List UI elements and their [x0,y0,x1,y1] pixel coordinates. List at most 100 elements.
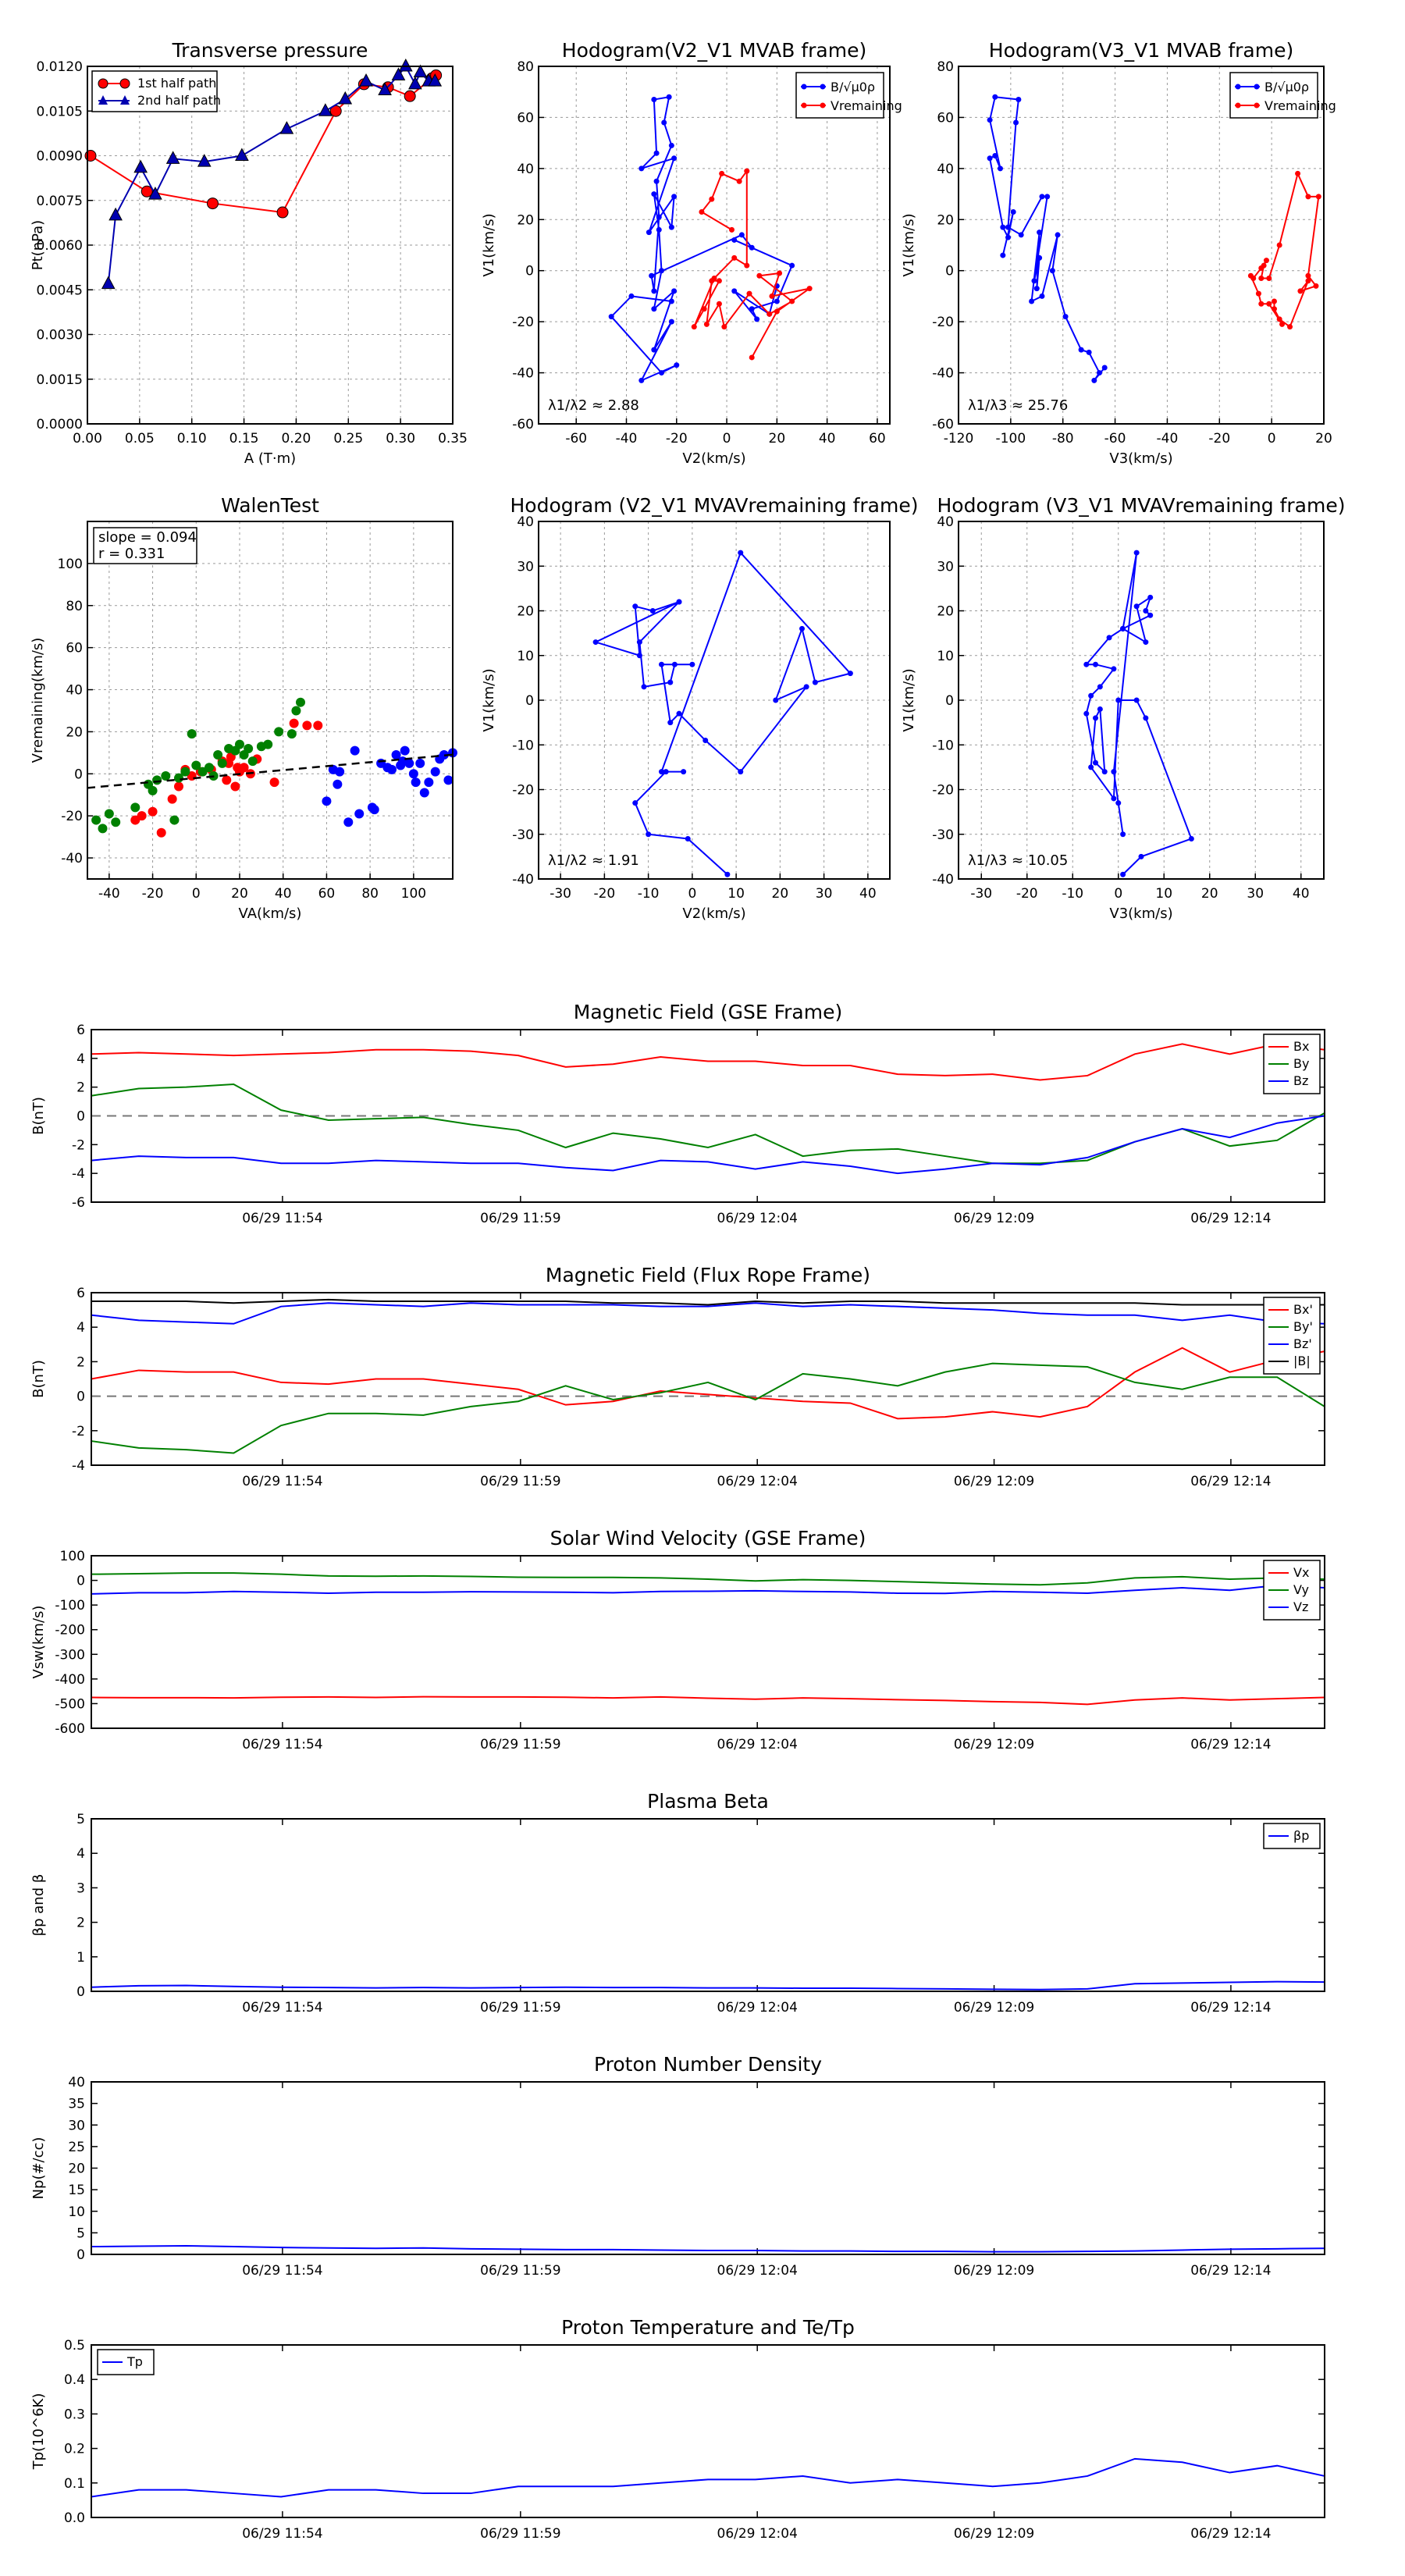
data-point [789,262,795,269]
series [608,94,795,383]
x-tick-label: 06/29 12:14 [1190,2000,1271,2016]
data-point [666,94,672,100]
data-point [1088,692,1094,699]
series-line [91,1298,1325,1306]
axes-frame [91,1029,1325,1203]
data-point [738,769,744,775]
data-point [1143,715,1149,721]
series [91,697,305,834]
data-point [1297,288,1304,294]
legend-label: By [1293,1056,1309,1071]
y-tick-label: 20 [937,604,954,620]
data-point [1111,769,1117,775]
data-point [108,207,123,221]
y-tick-label: 0.0120 [37,59,83,75]
x-tick-label: 06/29 12:04 [717,1737,798,1752]
x-tick-label: 06/29 11:59 [480,2263,560,2279]
series-line [91,1115,1325,1175]
x-tick-label: 06/29 12:04 [717,2526,798,2542]
data-point [659,661,664,667]
legend-marker [1254,102,1260,109]
data-point [663,769,669,775]
x-tick-label: 06/29 12:04 [717,2000,798,2016]
data-point [430,767,440,777]
y-tick-label: 0.2 [64,2442,85,2457]
data-point [1093,760,1098,766]
axes-frame [538,521,891,880]
y-axis-label: V1(km/s) [901,213,917,276]
y-tick-label: -500 [55,1696,85,1712]
y-tick-label: 80 [517,59,534,75]
y-tick-label: 100 [60,1549,85,1564]
data-point [1078,347,1084,353]
series [1083,550,1194,877]
data-point [439,750,449,760]
data-point [1133,550,1140,556]
y-tick-label: -10 [932,738,954,753]
x-tick-label: -40 [616,431,638,447]
y-tick-label: 0.1 [64,2476,85,2492]
series [987,94,1108,383]
data-point [289,718,299,728]
data-point [167,794,177,804]
y-tick-label: 0 [945,693,954,709]
data-point [408,76,422,90]
data-point [148,785,158,795]
chart-mffr: Magnetic Field (Flux Rope Frame) -4 -2 0 2 4 6… [30,1264,1325,1489]
data-point [651,288,657,294]
x-axis-label: V2(km/s) [682,906,745,922]
data-point [1062,314,1069,320]
y-tick-label: 0 [525,264,534,279]
data-point [1250,276,1257,282]
legend-label: By' [1293,1319,1313,1334]
data-point [661,119,667,126]
data-point [269,777,279,788]
data-point [744,168,750,174]
data-point [400,745,410,756]
data-point [165,151,180,164]
chart-title: Transverse pressure [172,39,368,62]
x-tick-label: 06/29 11:59 [480,2526,560,2542]
data-point [101,276,116,290]
y-tick-label: -10 [512,738,534,753]
data-point [632,603,638,610]
x-tick-label: 06/29 12:09 [954,1211,1034,1226]
legend-label: Vremaining [1264,98,1336,113]
data-point [1101,365,1108,371]
y-axis-label: Vsw(km/s) [30,1606,47,1679]
data-point [235,739,244,749]
x-tick-label: 06/29 11:59 [480,1737,560,1752]
data-point [1120,871,1126,877]
data-point [646,229,652,236]
y-tick-label: -2 [72,1137,85,1153]
data-point [749,244,755,251]
y-tick-label: 10 [937,649,954,664]
data-point [180,767,190,777]
data-point [239,763,249,773]
data-point [1305,272,1311,279]
data-point [1263,258,1269,264]
data-point [1271,306,1277,312]
data-point [738,550,744,556]
y-tick-label: -40 [512,366,534,382]
chart-title: Hodogram(V2_V1 MVAB frame) [562,39,866,62]
y-tick-label: 6 [76,1286,85,1301]
data-point [1010,208,1016,215]
data-point [638,165,645,172]
y-tick-label: 0 [76,1984,85,2000]
data-point [806,286,813,292]
x-tick-label: -20 [1208,431,1230,447]
y-tick-label: 40 [517,162,534,177]
y-tick-label: -30 [512,827,534,843]
data-point [1266,276,1272,282]
data-point [774,308,780,315]
x-tick-label: 30 [1247,886,1264,902]
data-point [668,318,674,325]
data-point [276,206,289,219]
data-point [847,671,853,677]
annotation-box [93,527,197,564]
data-point [1133,697,1140,703]
data-point [731,288,738,294]
data-point [343,817,354,827]
data-point [391,750,401,760]
